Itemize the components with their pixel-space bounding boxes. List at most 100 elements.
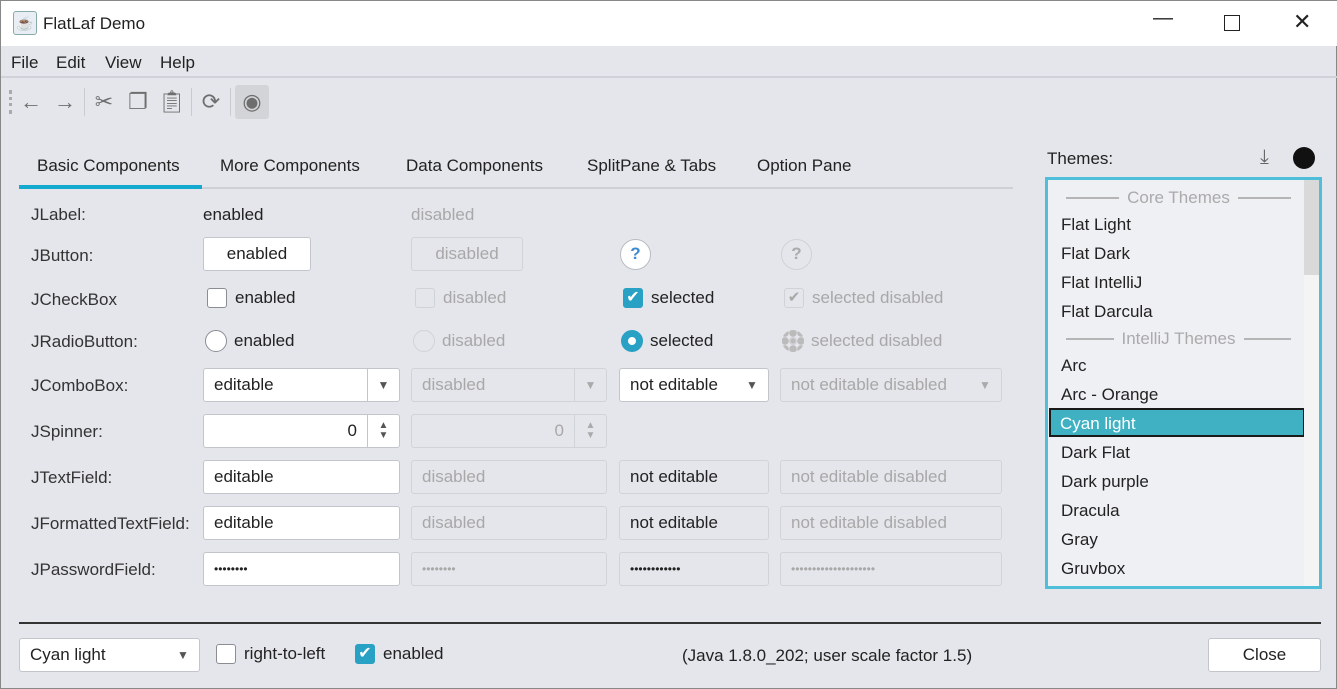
list-scrollbar[interactable]	[1304, 180, 1319, 586]
eye-icon[interactable]: ◉	[235, 85, 269, 119]
chevron-down-icon[interactable]: ▼	[367, 369, 399, 401]
arrow-right-icon[interactable]: →	[54, 89, 76, 114]
theme-item[interactable]: Flat Dark	[1061, 244, 1130, 263]
checkbox-box[interactable]	[207, 288, 227, 308]
combo-not-editable[interactable]: not editable ▼	[619, 368, 769, 402]
list-header-core-themes: Core Themes	[1058, 188, 1299, 208]
theme-item[interactable]: Arc - Orange	[1061, 385, 1159, 404]
close-window-button[interactable]: ✕	[1293, 9, 1312, 34]
menu-edit[interactable]: Edit	[56, 53, 86, 72]
minimize-button[interactable]: —	[1153, 7, 1173, 29]
tab-splitpane-tabs[interactable]: SplitPane & Tabs	[587, 156, 717, 175]
password-disabled: ••••••••	[411, 552, 607, 586]
chevron-down-icon: ▼	[979, 378, 991, 392]
theme-item[interactable]: Gruvbox	[1061, 559, 1126, 578]
tab-option-pane[interactable]: Option Pane	[757, 156, 852, 175]
radio-selected-disabled: selected disabled	[782, 330, 942, 352]
password-not-editable[interactable]: ••••••••••••	[619, 552, 769, 586]
arrow-left-icon[interactable]: ←	[20, 89, 42, 114]
copy-icon[interactable]: ❐	[128, 89, 148, 114]
checkbox-box	[415, 288, 435, 308]
footer-separator	[19, 622, 1321, 624]
formatted-editable[interactable]: editable	[203, 506, 400, 540]
download-icon[interactable]: ⤓	[1260, 146, 1269, 168]
toolbar: ← → ✂ ❐ 📋︎ ⟳ ◉	[9, 85, 269, 119]
tab-basic-components[interactable]: Basic Components	[37, 156, 180, 175]
combo-text: not editable	[630, 375, 718, 394]
checkmark-icon[interactable]: ✔	[623, 288, 643, 308]
password-not-editable-disabled: ••••••••••••••••••••	[780, 552, 1002, 586]
spinner-disabled: 0 ▲ ▼	[411, 414, 607, 448]
java-app-icon: ☕	[13, 11, 37, 35]
spinner-value: 0	[347, 421, 357, 440]
maximize-button[interactable]	[1224, 15, 1240, 31]
formatted-disabled: disabled	[411, 506, 607, 540]
radio-enabled[interactable]: enabled	[205, 330, 295, 352]
textfield-editable[interactable]: editable	[203, 460, 400, 494]
jtextfield-label: JTextField:	[31, 468, 113, 487]
title-bar: ☕ FlatLaf Demo — ✕	[1, 1, 1337, 46]
checkbox-text: enabled	[383, 644, 444, 663]
github-icon[interactable]	[1293, 147, 1315, 169]
textfield-not-editable[interactable]: not editable	[619, 460, 769, 494]
jlabel-label: JLabel:	[31, 205, 86, 224]
password-editable[interactable]: ••••••••	[203, 552, 400, 586]
enabled-checkbox[interactable]: ✔ enabled	[355, 644, 444, 664]
help-button[interactable]: ?	[620, 239, 651, 270]
spinner-value: 0	[554, 421, 564, 440]
themes-label: Themes:	[1047, 149, 1114, 168]
tab-more-components[interactable]: More Components	[220, 156, 360, 175]
theme-item[interactable]: Flat Light	[1061, 215, 1131, 234]
spinner-enabled[interactable]: 0 ▲ ▼	[203, 414, 400, 448]
checkbox-selected[interactable]: ✔ selected	[623, 288, 714, 308]
checkbox-enabled[interactable]: enabled	[207, 288, 296, 308]
label-enabled: enabled	[203, 205, 264, 224]
menu-view[interactable]: View	[105, 53, 142, 72]
textfield-not-editable-disabled: not editable disabled	[780, 460, 1002, 494]
menu-help[interactable]: Help	[160, 53, 195, 72]
jspinner-label: JSpinner:	[31, 422, 103, 441]
theme-item[interactable]: Flat IntelliJ	[1061, 273, 1143, 292]
menu-file[interactable]: File	[11, 53, 39, 72]
cut-icon[interactable]: ✂	[94, 89, 114, 114]
paste-icon[interactable]: 📋︎	[158, 89, 186, 114]
spinner-arrows-icon: ▲ ▼	[574, 415, 606, 447]
refresh-icon[interactable]: ⟳	[201, 89, 221, 114]
formatted-not-editable[interactable]: not editable	[619, 506, 769, 540]
theme-item[interactable]: Arc	[1061, 356, 1087, 375]
radio-selected[interactable]: selected	[621, 330, 713, 352]
close-button[interactable]: Close	[1208, 638, 1321, 672]
textfield-disabled: disabled	[411, 460, 607, 494]
tab-data-components[interactable]: Data Components	[406, 156, 544, 175]
radio-text: selected	[650, 331, 714, 350]
combo-editable[interactable]: editable ▼	[203, 368, 400, 402]
window-title: FlatLaf Demo	[43, 14, 146, 33]
theme-item[interactable]: Flat Darcula	[1061, 302, 1153, 321]
spinner-arrows-icon[interactable]: ▲ ▼	[367, 415, 399, 447]
rtl-checkbox[interactable]: right-to-left	[216, 644, 325, 664]
checkbox-box[interactable]	[216, 644, 236, 664]
theme-item[interactable]: Dark Flat	[1061, 443, 1130, 462]
theme-item[interactable]: Dracula	[1061, 501, 1120, 520]
themes-list[interactable]: Core Themes Flat Light Flat Dark Flat In…	[1045, 177, 1322, 589]
formatted-not-editable-disabled: not editable disabled	[780, 506, 1002, 540]
radio-circle[interactable]	[621, 330, 643, 352]
menu-bar: File Edit View Help	[1, 46, 1337, 78]
radio-disabled: disabled	[413, 330, 505, 352]
theme-combo[interactable]: Cyan light ▼	[19, 638, 200, 672]
scrollbar-thumb[interactable]	[1304, 180, 1319, 275]
radio-circle[interactable]	[205, 330, 227, 352]
toolbar-grip[interactable]	[9, 90, 12, 114]
theme-item[interactable]: Dark purple	[1061, 472, 1149, 491]
radio-circle	[413, 330, 435, 352]
theme-item[interactable]: Gray	[1061, 530, 1098, 549]
radio-text: disabled	[442, 331, 506, 350]
combo-text: disabled	[422, 375, 486, 394]
chevron-down-icon: ▼	[574, 369, 606, 401]
button-text: disabled	[435, 244, 499, 263]
button-text: enabled	[226, 244, 288, 263]
enabled-button[interactable]: enabled	[203, 237, 311, 271]
combo-text: not editable disabled	[791, 375, 947, 394]
checkmark-icon[interactable]: ✔	[355, 644, 375, 664]
theme-item-selected[interactable]: Cyan light	[1049, 408, 1305, 437]
